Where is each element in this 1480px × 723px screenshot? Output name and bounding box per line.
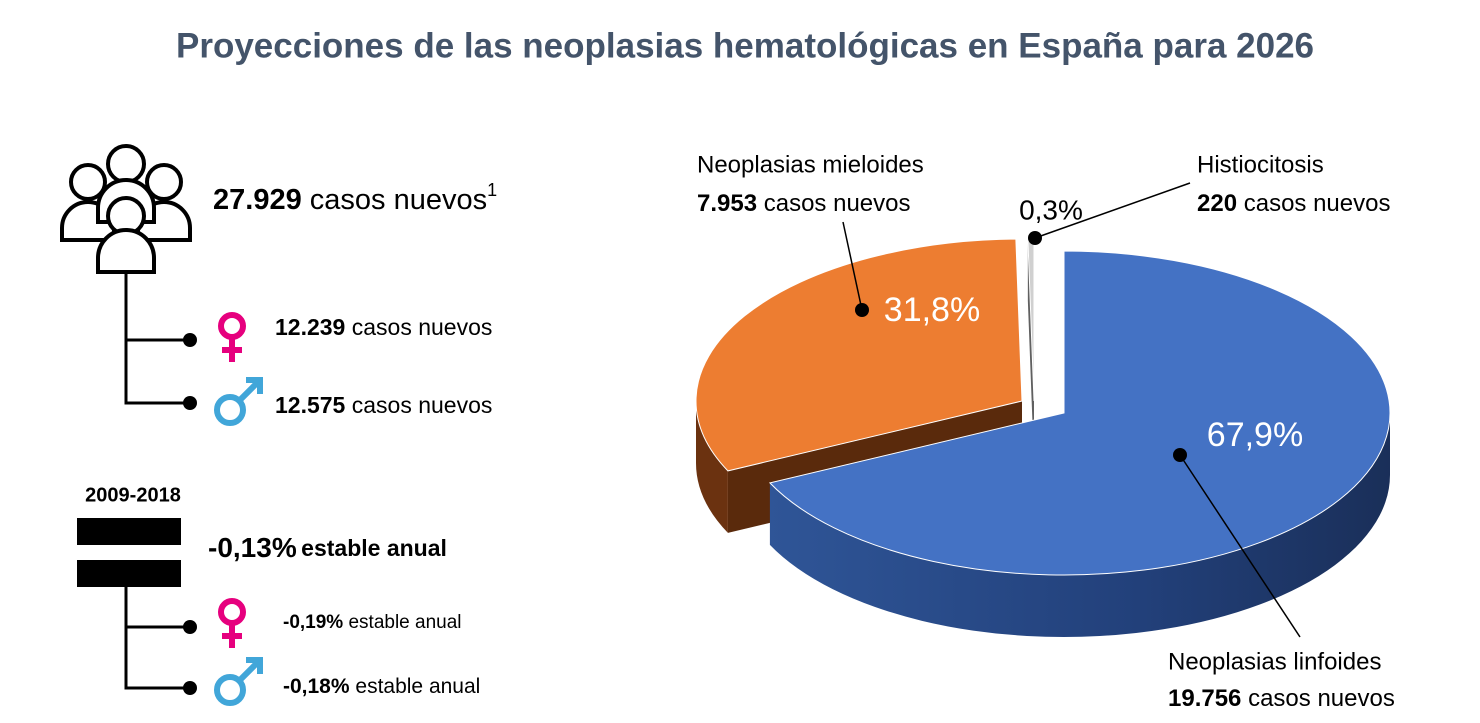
slice — [695, 238, 1023, 472]
category-cases: 7.953 casos nuevos — [697, 190, 911, 217]
equal-bar — [77, 560, 181, 587]
value-label: 31,8% — [884, 291, 980, 329]
gender-icons — [214, 312, 263, 706]
women-cases: 12.239 casos nuevos — [275, 314, 492, 340]
leader-dots — [855, 231, 1187, 462]
men-cases: 12.575 casos nuevos — [275, 392, 492, 418]
total-text: casos nuevos — [310, 184, 487, 216]
women-trend-value: -0,19% — [283, 612, 343, 633]
category-cases: 220 casos nuevos — [1197, 190, 1390, 217]
period: 2009-2018 — [85, 484, 181, 506]
cases-text: casos nuevos — [1244, 190, 1391, 217]
equal-bar — [77, 518, 181, 545]
footnote: 1 — [487, 180, 497, 200]
value-label: 0,3% — [1019, 194, 1083, 225]
slice — [768, 250, 1391, 637]
women-value: 12.239 — [275, 314, 345, 340]
trend-text: estable anual — [301, 535, 447, 561]
cases-text: casos nuevos — [1248, 685, 1395, 712]
tree-lines — [124, 272, 190, 690]
cases-value: 7.953 — [697, 190, 757, 217]
pie-chart — [695, 238, 1391, 637]
cases-text: casos nuevos — [352, 314, 493, 340]
trend: -0,13% estable anual — [208, 532, 447, 563]
men-trend: -0,18% estable anual — [283, 675, 480, 698]
category-label: Neoplasias linfoides — [1168, 648, 1381, 675]
leader-lines — [842, 182, 1301, 638]
category-cases: 19.756 casos nuevos — [1168, 685, 1395, 712]
cases-text: casos nuevos — [764, 190, 911, 217]
total-cases: 27.929 casos nuevos1 — [213, 180, 497, 216]
trend-text: estable anual — [355, 675, 480, 698]
slice-cut-face — [1027, 239, 1034, 463]
title: Proyecciones de las neoplasias hematológ… — [176, 26, 1314, 65]
slice — [768, 250, 1391, 576]
total-value: 27.929 — [213, 184, 302, 216]
women-trend: -0,19% estable anual — [283, 612, 462, 633]
trend-text: estable anual — [348, 612, 461, 633]
category-label: Neoplasias mieloides — [697, 151, 924, 178]
men-value: 12.575 — [275, 392, 346, 418]
slice-side — [696, 401, 728, 533]
cases-value: 220 — [1197, 190, 1237, 217]
cases-text: casos nuevos — [352, 392, 493, 418]
tree-dots — [183, 333, 197, 695]
category-label: Histiocitosis — [1197, 151, 1324, 178]
men-trend-value: -0,18% — [283, 675, 350, 698]
cases-value: 19.756 — [1168, 685, 1241, 712]
trend-value: -0,13% — [208, 532, 297, 563]
value-label: 67,9% — [1207, 416, 1303, 454]
slice-side — [769, 413, 1390, 637]
people-icon — [60, 144, 192, 274]
